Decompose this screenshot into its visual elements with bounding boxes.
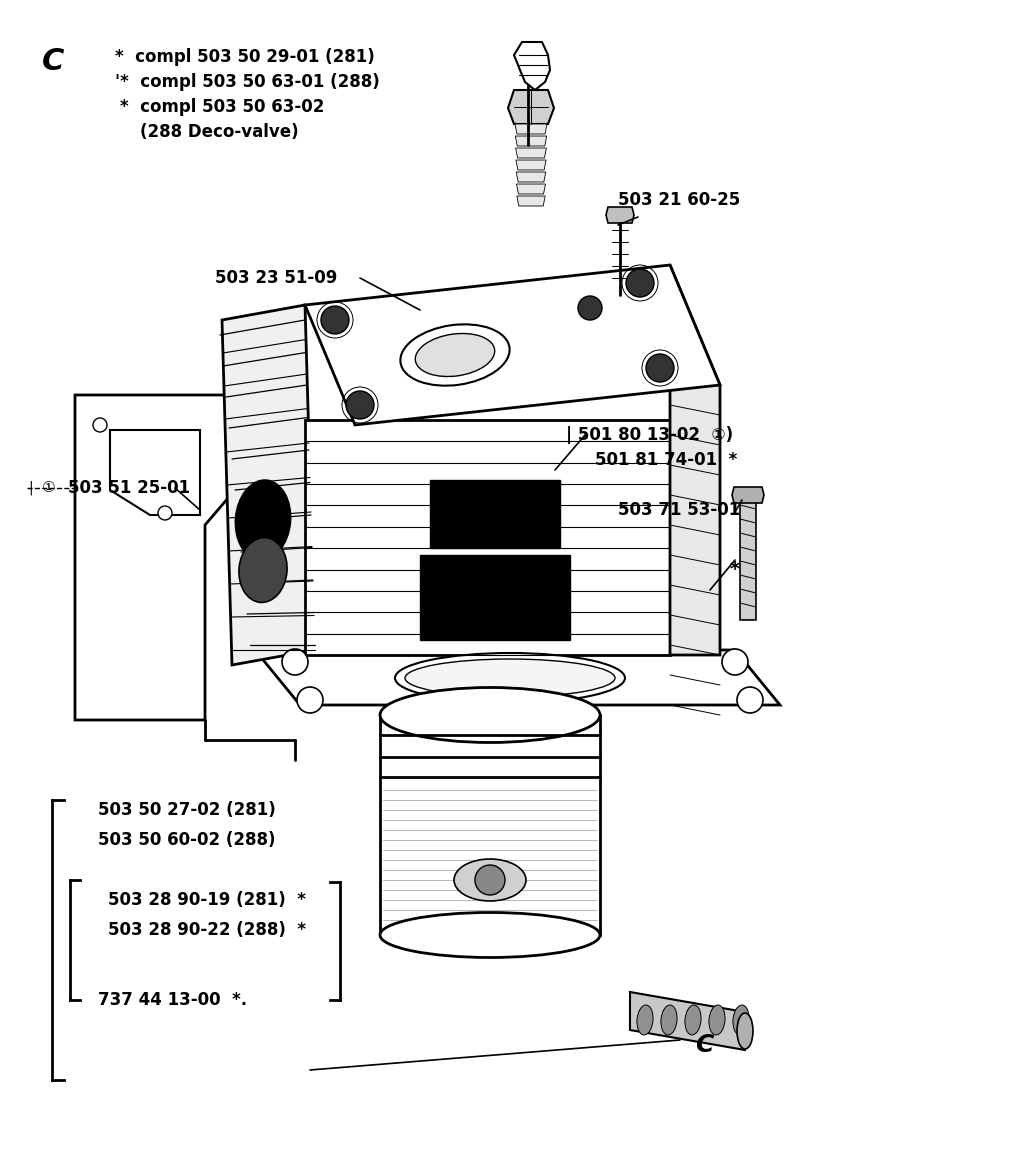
Polygon shape xyxy=(110,430,200,515)
Ellipse shape xyxy=(737,1014,753,1050)
Circle shape xyxy=(93,418,106,432)
Circle shape xyxy=(158,506,172,520)
Polygon shape xyxy=(732,486,764,503)
Ellipse shape xyxy=(416,333,495,376)
Polygon shape xyxy=(380,715,600,935)
Text: C: C xyxy=(42,48,65,77)
Polygon shape xyxy=(516,160,546,170)
Text: |: | xyxy=(28,481,33,496)
Ellipse shape xyxy=(239,538,287,603)
Polygon shape xyxy=(515,136,547,146)
Text: 503 21 60-25: 503 21 60-25 xyxy=(618,192,740,209)
Text: 503 50 27-02 (281): 503 50 27-02 (281) xyxy=(98,801,275,819)
Polygon shape xyxy=(516,147,547,158)
Ellipse shape xyxy=(660,1005,677,1034)
Ellipse shape xyxy=(406,659,615,697)
Text: *  compl 503 50 63-02: * compl 503 50 63-02 xyxy=(120,98,325,116)
Text: 503 71 53-01: 503 71 53-01 xyxy=(618,502,740,519)
Ellipse shape xyxy=(380,687,600,743)
Ellipse shape xyxy=(733,1005,750,1034)
Polygon shape xyxy=(430,479,560,548)
Circle shape xyxy=(346,391,374,419)
Polygon shape xyxy=(255,650,780,705)
Text: 503 28 90-19 (281)  *: 503 28 90-19 (281) * xyxy=(108,890,306,909)
Text: 737 44 13-00  *.: 737 44 13-00 *. xyxy=(98,991,247,1009)
Ellipse shape xyxy=(709,1005,725,1034)
Circle shape xyxy=(475,865,505,895)
Polygon shape xyxy=(670,265,720,655)
Text: 503 50 60-02 (288): 503 50 60-02 (288) xyxy=(98,831,275,849)
Text: 503 28 90-22 (288)  *: 503 28 90-22 (288) * xyxy=(108,921,306,939)
Polygon shape xyxy=(740,495,756,620)
Text: '*  compl 503 50 63-01 (288): '* compl 503 50 63-01 (288) xyxy=(115,73,380,91)
Circle shape xyxy=(297,687,323,713)
Ellipse shape xyxy=(395,652,625,704)
Polygon shape xyxy=(420,555,570,640)
Circle shape xyxy=(282,649,308,675)
Circle shape xyxy=(722,649,748,675)
Text: 501 81 74-01  *: 501 81 74-01 * xyxy=(595,450,737,469)
Text: C: C xyxy=(695,1033,714,1057)
Polygon shape xyxy=(508,91,554,124)
Text: *: * xyxy=(730,561,740,579)
Polygon shape xyxy=(516,172,546,182)
Circle shape xyxy=(626,269,654,297)
Text: (288 Deco-valve): (288 Deco-valve) xyxy=(140,123,299,140)
Circle shape xyxy=(578,296,602,320)
Polygon shape xyxy=(514,42,550,91)
Polygon shape xyxy=(515,124,547,134)
Text: ①: ① xyxy=(42,481,55,496)
Polygon shape xyxy=(305,420,670,655)
Polygon shape xyxy=(75,395,234,720)
Text: 503 23 51-09: 503 23 51-09 xyxy=(215,269,337,287)
Polygon shape xyxy=(517,196,545,205)
Polygon shape xyxy=(516,183,546,194)
Ellipse shape xyxy=(400,324,510,385)
Polygon shape xyxy=(305,265,720,425)
Polygon shape xyxy=(606,207,634,223)
Circle shape xyxy=(321,307,349,334)
Text: 503 51 25-01: 503 51 25-01 xyxy=(68,479,190,497)
Text: | 501 80 13-02  ①): | 501 80 13-02 ①) xyxy=(566,426,733,444)
Ellipse shape xyxy=(236,481,291,560)
Circle shape xyxy=(737,687,763,713)
Polygon shape xyxy=(222,305,315,665)
Polygon shape xyxy=(630,991,745,1050)
Ellipse shape xyxy=(454,859,526,901)
Ellipse shape xyxy=(380,913,600,958)
Ellipse shape xyxy=(685,1005,701,1034)
Ellipse shape xyxy=(637,1005,653,1034)
Text: *  compl 503 50 29-01 (281): * compl 503 50 29-01 (281) xyxy=(115,48,375,66)
Circle shape xyxy=(646,354,674,382)
